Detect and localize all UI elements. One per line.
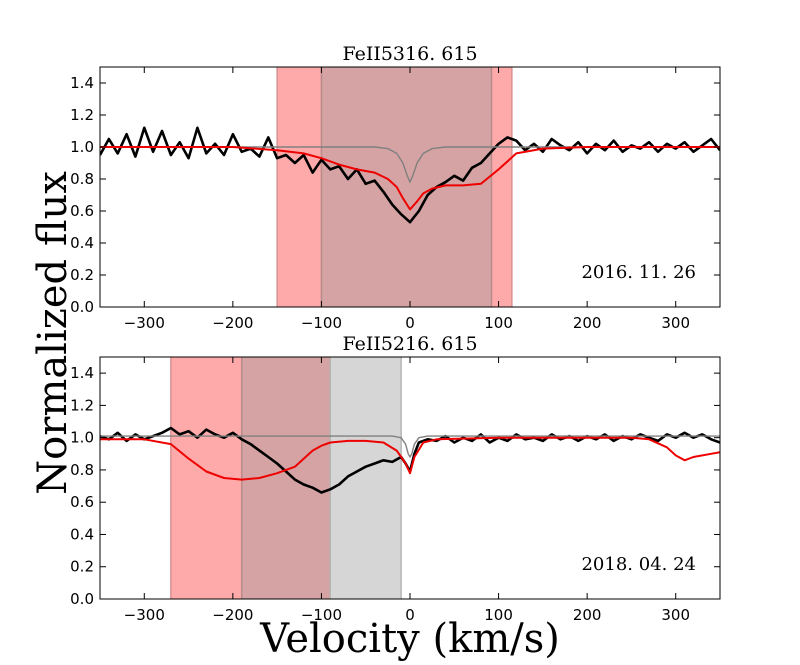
x-tick-label: 100 — [484, 606, 513, 624]
y-tick-label: 1.0 — [70, 429, 94, 447]
x-tick-label: −300 — [124, 314, 165, 332]
series-telluric-model — [100, 146, 720, 183]
y-tick-label: 0.8 — [70, 170, 94, 188]
x-tick-label: 0 — [405, 606, 415, 624]
y-tick-label: 0.2 — [70, 558, 94, 576]
panel-title: FeII5316. 615 — [342, 43, 477, 65]
panel-date-annotation: 2018. 04. 24 — [581, 554, 696, 575]
x-tick-label: −100 — [301, 606, 342, 624]
y-tick-label: 1.4 — [70, 364, 94, 382]
series-fit — [100, 436, 720, 481]
plot-area — [100, 67, 720, 307]
x-tick-label: 200 — [573, 606, 602, 624]
x-tick-label: −200 — [212, 314, 253, 332]
series-telluric-model — [100, 435, 720, 458]
panel-top: −300 −200 −100 0 100 200 300 0.0 0.2 0.4 0.6 0.8 1.0… — [70, 43, 721, 332]
y-tick-label: 1.4 — [70, 74, 94, 92]
x-tick-label: 0 — [405, 314, 415, 332]
y-tick-label: 0.0 — [70, 590, 94, 608]
x-tick-label: 100 — [484, 314, 513, 332]
x-axis-label: Velocity (km/s) — [259, 616, 560, 662]
y-tick-label: 0.4 — [70, 234, 94, 252]
x-tick-label: −300 — [124, 606, 165, 624]
panel-date-annotation: 2016. 11. 26 — [581, 262, 696, 283]
x-tick-label: 300 — [661, 314, 690, 332]
y-tick-label: 0.6 — [70, 493, 94, 511]
panel-title: FeII5216. 615 — [342, 333, 477, 355]
shaded-region-inner — [321, 67, 492, 307]
x-tick-label: −100 — [301, 314, 342, 332]
y-tick-label: 1.2 — [70, 106, 94, 124]
x-tick-label: 200 — [573, 314, 602, 332]
shaded-region-grey — [330, 357, 402, 599]
series-observed-spectrum — [100, 126, 720, 224]
y-tick-label: 0.2 — [70, 266, 94, 284]
series-fit — [100, 146, 720, 211]
x-tick-label: −200 — [212, 606, 253, 624]
plot-area — [100, 357, 720, 599]
x-tick-label: 300 — [661, 606, 690, 624]
y-axis-label: Normalized flux — [30, 171, 76, 495]
y-tick-label: 0.0 — [70, 298, 94, 316]
y-tick-label: 0.8 — [70, 461, 94, 479]
y-tick-label: 0.4 — [70, 525, 94, 543]
y-tick-label: 1.0 — [70, 138, 94, 156]
panel-bottom: −300 −200 −100 0 100 200 300 0.0 0.2 0.4 0.6 0.8 1.0… — [70, 333, 721, 624]
y-tick-label: 0.6 — [70, 202, 94, 220]
y-tick-label: 1.2 — [70, 396, 94, 414]
